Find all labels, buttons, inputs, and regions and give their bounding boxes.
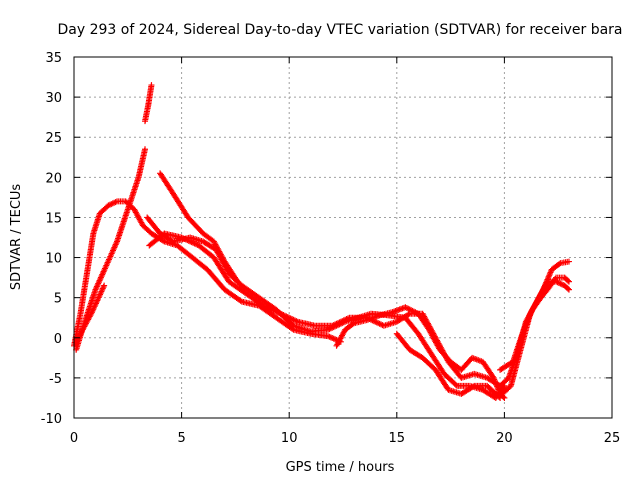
- data-point: [101, 282, 108, 289]
- axis-ticks: 0 5 10 15 20 25 -10 -5 0 5 10 15 20 25 30 35: [41, 51, 621, 446]
- y-tick-label: -10: [41, 412, 62, 427]
- y-tick-label: 5: [54, 292, 62, 307]
- data-points: [71, 82, 572, 401]
- x-tick-label: 15: [389, 431, 406, 446]
- y-axis-label: SDTVAR / TECUs: [9, 184, 24, 291]
- y-tick-label: 0: [54, 332, 62, 347]
- x-tick-label: 20: [496, 431, 513, 446]
- series-track-4: [75, 282, 108, 341]
- plot-frame: [73, 56, 613, 419]
- series-track-2: [73, 146, 149, 353]
- series-track-8: [333, 304, 508, 401]
- series-track-6: [146, 230, 504, 389]
- y-tick-label: 20: [45, 171, 62, 186]
- data-point: [556, 261, 563, 268]
- data-point: [552, 275, 559, 282]
- data-point: [565, 278, 572, 285]
- data-point: [497, 394, 504, 401]
- x-axis-label: GPS time / hours: [286, 460, 395, 475]
- y-tick-label: 35: [45, 51, 62, 66]
- y-tick-label: 15: [45, 211, 62, 226]
- x-tick-label: 5: [177, 431, 185, 446]
- series-track-7: [144, 214, 508, 401]
- x-tick-label: 0: [70, 431, 78, 446]
- data-point: [349, 321, 356, 328]
- y-tick-label: 10: [45, 252, 62, 267]
- y-tick-label: 25: [45, 131, 62, 146]
- data-point: [565, 286, 572, 293]
- data-point: [237, 297, 244, 304]
- data-point: [469, 383, 476, 390]
- x-tick-label: 25: [604, 431, 621, 446]
- series-track-9: [393, 330, 504, 401]
- y-tick-label: 30: [45, 91, 62, 106]
- data-point: [452, 381, 459, 388]
- chart-title: Day 293 of 2024, Sidereal Day-to-day VTE…: [57, 22, 622, 38]
- data-point: [405, 311, 412, 318]
- data-point: [495, 393, 502, 400]
- gridlines: [74, 57, 612, 418]
- data-point: [142, 146, 149, 153]
- data-point: [564, 285, 571, 292]
- y-tick-label: -5: [49, 372, 62, 387]
- data-point: [148, 82, 155, 89]
- data-point: [564, 277, 571, 284]
- series-track-12: [497, 274, 572, 373]
- data-point: [565, 258, 572, 265]
- data-point: [160, 237, 167, 244]
- x-tick-label: 10: [281, 431, 298, 446]
- series-track-3: [142, 82, 155, 125]
